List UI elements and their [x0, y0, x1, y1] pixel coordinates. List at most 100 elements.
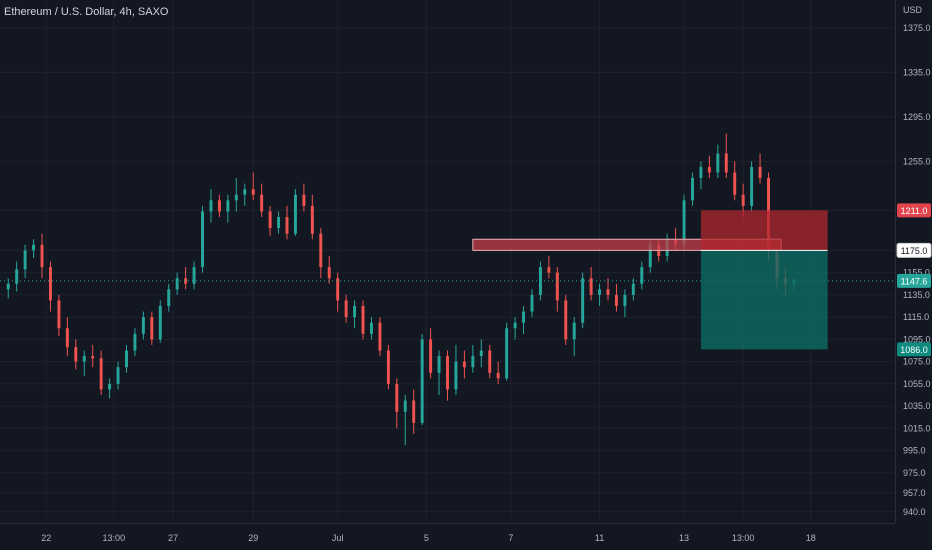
candle-body — [108, 383, 112, 390]
candle-body — [15, 269, 19, 284]
candle-body — [631, 283, 635, 295]
candle-body — [158, 306, 162, 340]
candle-body — [167, 289, 171, 307]
price-tick-label: 1295.0 — [903, 112, 931, 122]
candle-body — [32, 244, 36, 251]
candle-body — [361, 306, 365, 334]
candle-body — [268, 211, 272, 229]
time-tick-label: 7 — [508, 533, 513, 543]
time-tick-label: 13:00 — [732, 533, 755, 543]
candle-body — [277, 216, 281, 229]
candle-body — [209, 200, 213, 212]
candle-body — [40, 244, 44, 268]
candle-body — [471, 356, 475, 368]
candle-body — [614, 294, 618, 307]
candle-body — [412, 400, 416, 423]
currency-label: USD — [903, 5, 923, 15]
candle-body — [564, 300, 568, 340]
candle-body — [403, 400, 407, 412]
candle-body — [217, 200, 221, 212]
candle-body — [606, 289, 610, 295]
candle-body — [462, 361, 466, 368]
candle-body — [682, 200, 686, 245]
candle-body — [640, 267, 644, 284]
price-tick-label: 1335.0 — [903, 67, 931, 77]
candle-body — [234, 194, 238, 201]
time-tick-label: 13 — [679, 533, 689, 543]
candle-body — [530, 294, 534, 312]
price-tick-label: 1135.0 — [903, 290, 930, 300]
stop-price-tag: 1211.0 — [901, 206, 928, 216]
candle-body — [454, 361, 458, 390]
candle-body — [446, 356, 449, 390]
candle-body — [369, 322, 373, 334]
candle-body — [716, 153, 720, 173]
candle-body — [226, 200, 230, 212]
candle-body — [522, 311, 526, 323]
candle-body — [133, 333, 137, 351]
candle-body — [479, 350, 483, 357]
time-axis: 22 13:00 27 29 Jul 5 7 11 13 13:00 18 — [0, 523, 895, 543]
price-tick-label: 1055.0 — [903, 379, 931, 389]
target-price-tag-bg — [897, 342, 931, 357]
candle-body — [150, 317, 154, 340]
candle-body — [581, 278, 585, 323]
time-tick-label: 18 — [806, 533, 816, 543]
candle-body — [327, 267, 331, 279]
candle-body — [57, 300, 61, 329]
position-overlay[interactable] — [0, 210, 895, 350]
candle-body — [572, 322, 576, 340]
candle-body — [336, 278, 340, 301]
candle-body — [750, 166, 754, 206]
price-tick-label: 975.0 — [903, 468, 926, 478]
entry-price-tag: 1175.0 — [901, 246, 928, 256]
candle-body — [378, 322, 382, 351]
time-tick-label: 5 — [424, 533, 429, 543]
candle-body — [386, 350, 390, 384]
candle-body — [293, 194, 297, 234]
current-price-tag-bg — [897, 273, 931, 288]
time-tick-label: 11 — [595, 533, 604, 543]
candle-body — [733, 172, 737, 195]
time-tick-label: 13:00 — [103, 533, 126, 543]
price-tick-label: 995.0 — [903, 446, 926, 456]
symbol-title: Ethereum / U.S. Dollar, 4h, SAXO — [4, 6, 169, 18]
candle-body — [513, 322, 517, 329]
candle-body — [319, 233, 323, 268]
time-tick-label: 29 — [248, 533, 258, 543]
candle-body — [285, 216, 289, 234]
current-price-tag: 1147.6 — [901, 276, 928, 286]
price-tick-label: 1115.0 — [903, 312, 929, 322]
candle-body — [741, 194, 745, 206]
candle-body — [65, 328, 69, 348]
price-tick-label: 1255.0 — [903, 156, 931, 166]
candle-body — [488, 350, 492, 373]
candlesticks — [6, 133, 796, 446]
price-tick-label: 1095.0 — [903, 334, 931, 344]
candle-body — [48, 267, 52, 301]
candle-body — [125, 350, 128, 368]
candle-body — [555, 272, 559, 301]
entry-price-tag-bg — [896, 242, 932, 258]
price-tick-label: 1035.0 — [903, 401, 931, 411]
candle-body — [243, 189, 247, 195]
candle-body — [707, 166, 711, 173]
price-tick-label: 1155.0 — [903, 268, 930, 278]
candle-body — [496, 372, 500, 379]
candle-body — [623, 294, 627, 307]
candle-body — [310, 205, 314, 234]
candle-body — [91, 356, 95, 359]
candle-body — [344, 300, 348, 318]
candle-body — [141, 317, 145, 334]
price-tick-label: 1375.0 — [903, 23, 931, 33]
candle-body — [74, 347, 78, 362]
price-tick-label: 1015.0 — [903, 423, 931, 433]
candle-body — [23, 250, 27, 270]
candle-body — [437, 356, 441, 373]
candle-body — [201, 211, 204, 268]
stop-loss-zone — [700, 210, 828, 251]
candle-body — [598, 289, 602, 295]
candle-body — [175, 278, 179, 290]
price-tick-label: 1075.0 — [903, 357, 931, 367]
